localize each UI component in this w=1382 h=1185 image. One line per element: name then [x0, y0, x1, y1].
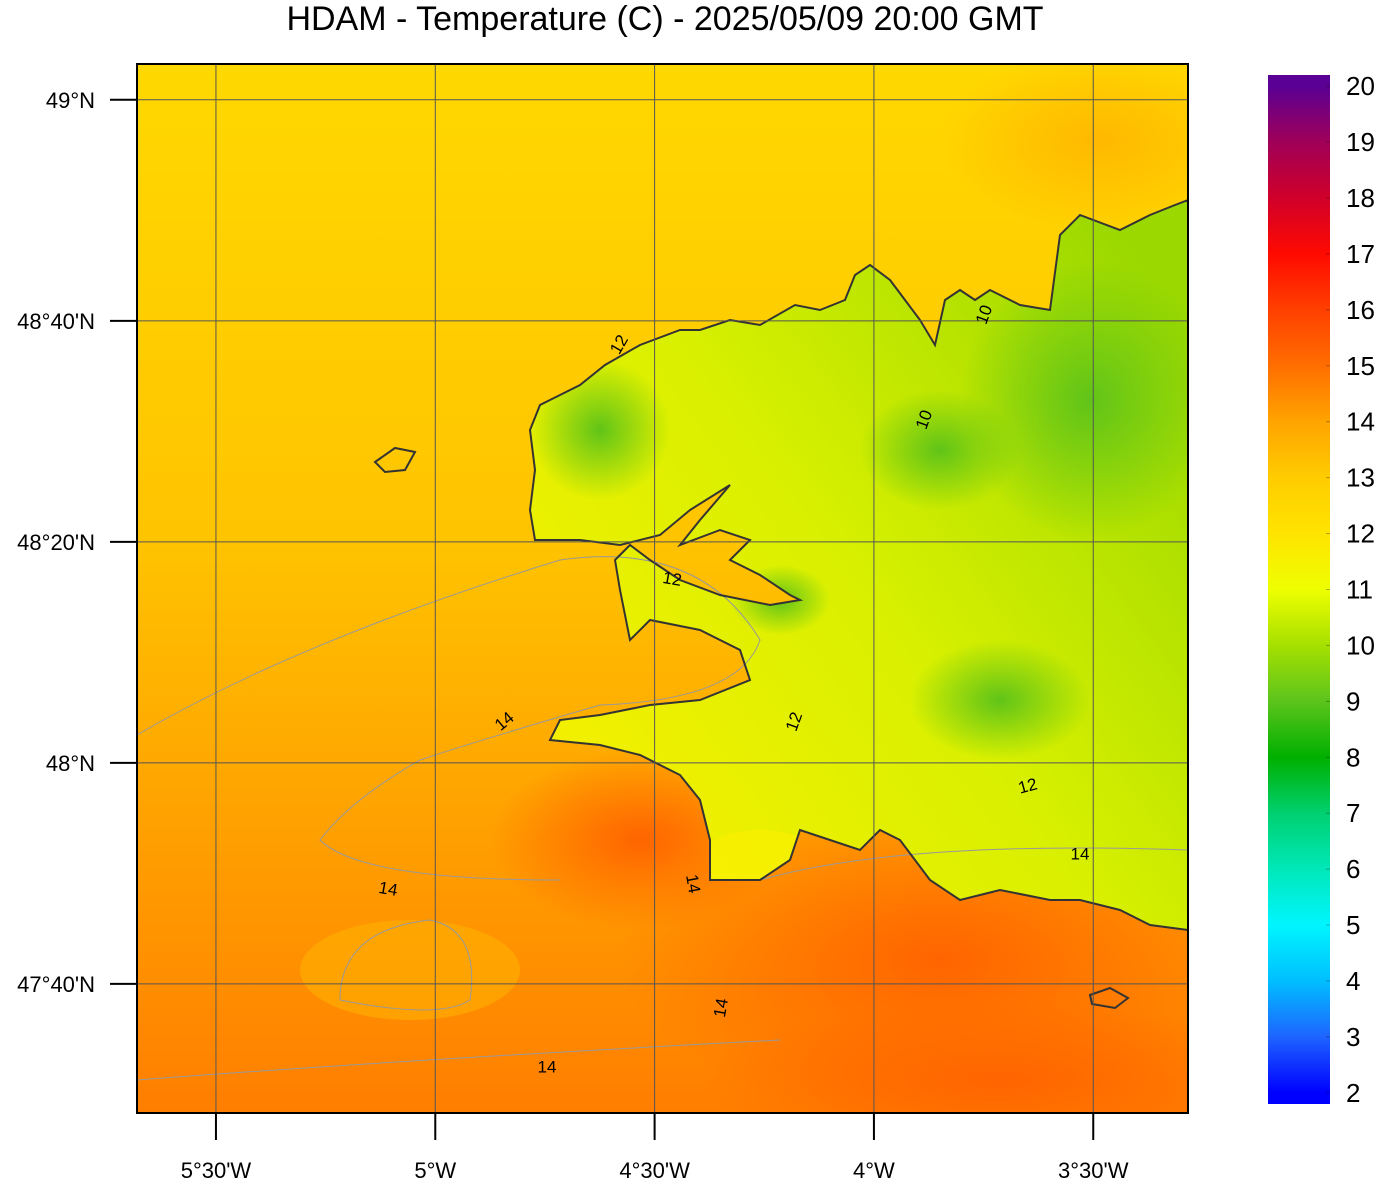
- colorbar-tick-label: 5: [1346, 910, 1360, 940]
- lat-tick-label: 49°N: [46, 88, 95, 113]
- title: HDAM - Temperature (C) - 2025/05/09 20:0…: [286, 0, 1043, 38]
- contour-label: 14: [682, 873, 704, 895]
- lat-tick-label: 47°40'N: [17, 972, 95, 997]
- lon-tick-label: 4°30'W: [619, 1158, 690, 1180]
- colorbar-tick-label: 18: [1346, 183, 1375, 213]
- contour-label: 14: [710, 997, 732, 1019]
- colorbar-tick-label: 9: [1346, 686, 1360, 716]
- colorbar-tick-label: 8: [1346, 742, 1360, 772]
- colorbar-tick-label: 2: [1346, 1078, 1360, 1108]
- colorbar-tick-label: 4: [1346, 966, 1360, 996]
- contour-label: 12: [661, 568, 683, 590]
- contour-label: 14: [377, 878, 399, 900]
- lat-tick-label: 48°20'N: [17, 530, 95, 555]
- lon-tick-label: 5°30'W: [181, 1158, 252, 1180]
- map-frame: [136, 63, 1189, 1114]
- lon-tick-label: 4°W: [853, 1158, 895, 1180]
- contour-label: 14: [1071, 844, 1090, 863]
- colorbar-tick-label: 12: [1346, 519, 1375, 549]
- colorbar-tick-label: 3: [1346, 1022, 1360, 1052]
- colorbar-tick-label: 19: [1346, 127, 1375, 157]
- colorbar-tick-label: 6: [1346, 854, 1360, 884]
- contour-label: 14: [538, 1057, 557, 1076]
- lat-tick-label: 48°40'N: [17, 309, 95, 334]
- colorbar-tick-label: 7: [1346, 798, 1360, 828]
- colorbar-tick-label: 13: [1346, 463, 1375, 493]
- colorbar-tick-label: 16: [1346, 295, 1375, 325]
- lon-tick-label: 5°W: [414, 1158, 456, 1180]
- colorbar-tick-label: 17: [1346, 239, 1375, 269]
- lat-tick-label: 48°N: [46, 751, 95, 776]
- colorbar-tick-label: 20: [1346, 71, 1375, 101]
- contour-label: 12: [1016, 774, 1039, 797]
- colorbar-tick-label: 14: [1346, 407, 1375, 437]
- colorbar-tick-label: 10: [1346, 630, 1375, 660]
- lon-tick-label: 3°30'W: [1058, 1158, 1129, 1180]
- colorbar-tick-label: 11: [1346, 575, 1373, 605]
- colorbar: [1268, 75, 1330, 1104]
- colorbar-tick-label: 15: [1346, 351, 1375, 381]
